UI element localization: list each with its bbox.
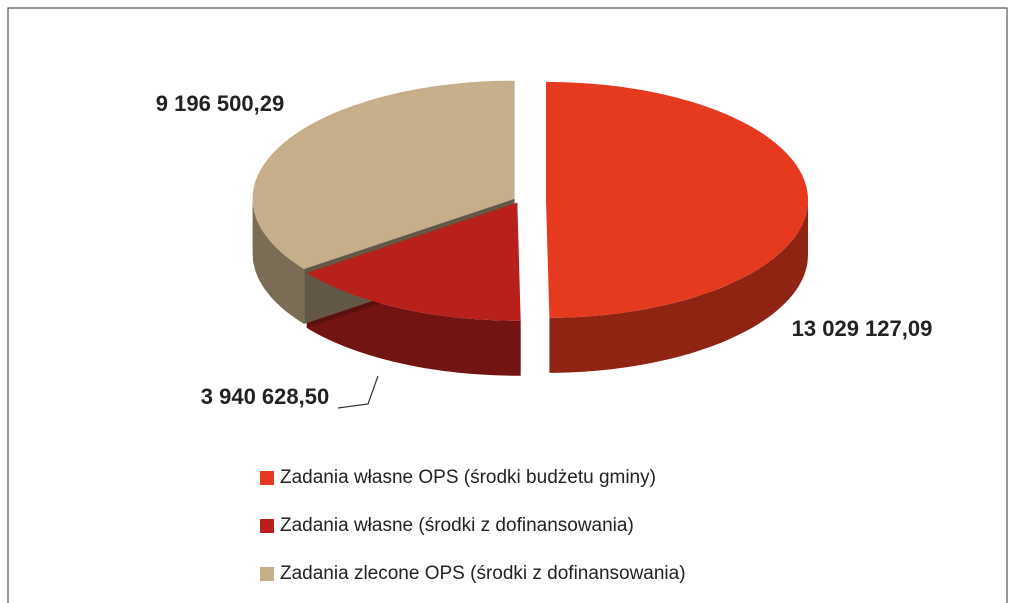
legend-swatch	[260, 471, 274, 485]
value-label: 3 940 628,50	[201, 384, 329, 409]
slice-side	[252, 198, 305, 324]
value-label: 9 196 500,29	[156, 91, 284, 116]
leader-line	[337, 375, 379, 409]
legend-label: Zadania zlecone OPS (środki z dofinansow…	[280, 563, 686, 584]
slice	[306, 202, 521, 321]
slice-side	[549, 199, 808, 373]
legend-swatch	[260, 567, 274, 581]
legend-label: Zadania własne OPS (środki budżetu gminy…	[280, 467, 656, 488]
slice	[252, 80, 515, 269]
legend-label: Zadania własne (środki z dofinansowania)	[280, 515, 634, 536]
slice	[546, 81, 808, 318]
value-label: 13 029 127,09	[792, 316, 933, 341]
legend-swatch	[260, 519, 274, 533]
